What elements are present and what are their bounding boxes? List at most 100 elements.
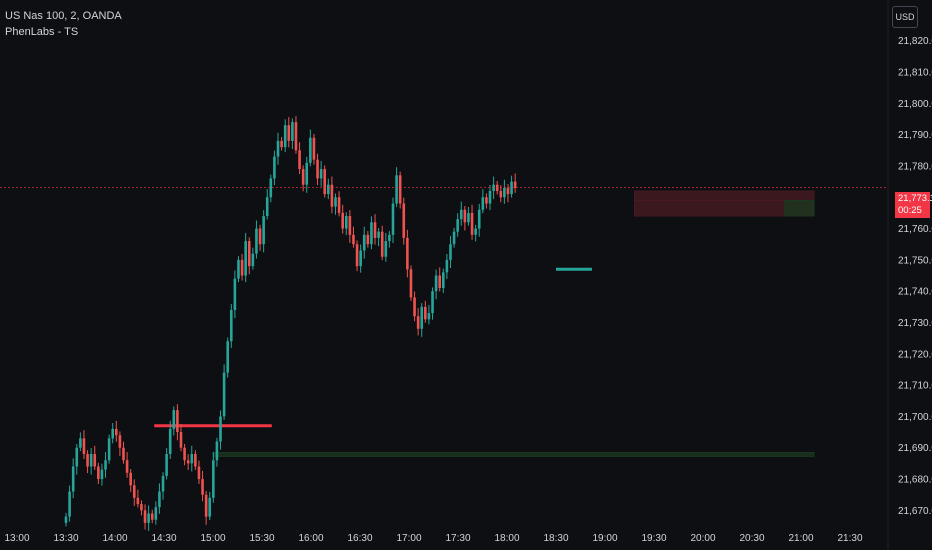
- candle-body: [481, 197, 485, 210]
- candle-body: [222, 372, 226, 417]
- candle-body: [420, 306, 424, 329]
- candle: [265, 189, 269, 220]
- candle-body: [204, 494, 208, 517]
- candle: [355, 240, 359, 272]
- currency-button[interactable]: USD: [892, 6, 918, 28]
- candle: [240, 253, 244, 281]
- candle-body: [470, 212, 474, 235]
- candle: [212, 452, 215, 503]
- candle: [262, 210, 265, 253]
- candle-body: [459, 209, 463, 220]
- candle-body: [442, 272, 445, 289]
- candle: [409, 265, 413, 301]
- candle-body: [380, 231, 384, 257]
- candle: [477, 203, 481, 237]
- indicator-label[interactable]: PhenLabs - TS: [5, 26, 79, 38]
- candle-body: [327, 184, 330, 195]
- candle: [481, 189, 485, 214]
- candle-body: [398, 175, 402, 204]
- price-tick-label: 21,790.0: [898, 130, 932, 141]
- candle: [233, 270, 237, 319]
- time-tick-label: 14:00: [102, 533, 127, 544]
- candle-body: [334, 197, 337, 207]
- candle-body: [366, 234, 370, 245]
- price-tick-label: 21,670.0: [898, 506, 932, 517]
- candle: [474, 224, 477, 242]
- candle: [140, 500, 143, 516]
- candle-body: [147, 513, 150, 523]
- time-tick-label: 16:00: [298, 533, 323, 544]
- candle-body: [283, 125, 287, 148]
- candle-body: [280, 140, 283, 148]
- candle-body: [161, 475, 165, 492]
- candle-body: [513, 181, 517, 188]
- candle-body: [104, 460, 107, 470]
- candle-body: [337, 197, 341, 213]
- candle: [104, 452, 107, 478]
- candle-body: [298, 150, 301, 170]
- price-tick-label: 21,800.0: [898, 99, 932, 110]
- candle: [172, 406, 176, 436]
- candle: [79, 432, 82, 452]
- candle: [150, 509, 154, 524]
- candle: [316, 153, 319, 186]
- candle-body: [413, 297, 416, 317]
- candle-body: [136, 497, 140, 505]
- candle-body: [416, 316, 420, 329]
- candle: [280, 137, 283, 151]
- time-tick-label: 15:30: [249, 533, 274, 544]
- candle-body: [406, 237, 409, 270]
- candle: [416, 308, 420, 336]
- candle: [93, 445, 97, 470]
- candle: [64, 512, 68, 527]
- candle: [201, 470, 204, 502]
- price-axis[interactable]: 21,670.0 21,680.0 21,690.0 21,700.0 21,710.0…: [898, 36, 932, 517]
- candle-body: [186, 460, 190, 464]
- candle: [118, 431, 122, 456]
- candle: [132, 479, 136, 506]
- candle-body: [499, 190, 503, 198]
- candle: [276, 132, 280, 165]
- price-tick-label: 21,730.0: [898, 318, 932, 329]
- candle-body: [255, 228, 258, 254]
- candle-body: [503, 187, 506, 198]
- candle-body: [262, 216, 265, 245]
- candle-body: [467, 212, 470, 223]
- price-tick-label: 21,710.0: [898, 381, 932, 392]
- candle: [229, 304, 233, 348]
- candle-body: [100, 469, 104, 480]
- candle: [255, 220, 258, 259]
- candle: [197, 460, 201, 485]
- candle-body: [251, 253, 255, 267]
- time-axis[interactable]: 13:00 13:30 14:00 14:30 15:00 15:30 16:00 16:30…: [4, 533, 862, 544]
- candle-body: [122, 447, 125, 461]
- time-tick-label: 21:30: [837, 533, 862, 544]
- candle-body: [125, 460, 129, 473]
- candle-body: [111, 428, 115, 439]
- candle-body: [445, 259, 449, 273]
- support-zone: [212, 452, 815, 457]
- supply-zone: [634, 190, 815, 201]
- candle: [402, 197, 406, 245]
- candle: [283, 119, 287, 153]
- candle: [420, 303, 424, 337]
- price-tick-label: 21,750.0: [898, 255, 932, 266]
- candle-body: [265, 197, 269, 217]
- candle-body: [348, 216, 352, 235]
- candle: [100, 463, 104, 486]
- symbol-title[interactable]: US Nas 100, 2, OANDA: [5, 10, 122, 22]
- time-tick-label: 16:30: [347, 533, 372, 544]
- candle: [208, 491, 212, 521]
- candle: [251, 247, 255, 270]
- candle-body: [172, 410, 176, 429]
- candle: [115, 420, 118, 442]
- candle: [327, 178, 330, 200]
- candle-body: [244, 241, 247, 276]
- candle-body: [107, 438, 111, 461]
- candle: [312, 134, 316, 165]
- candle-body: [391, 203, 395, 235]
- candle-body: [510, 181, 513, 195]
- candle: [194, 450, 197, 470]
